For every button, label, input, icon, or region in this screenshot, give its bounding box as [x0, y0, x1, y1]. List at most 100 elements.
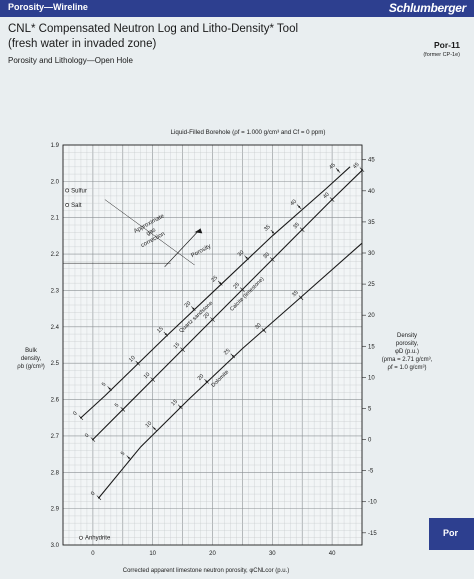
x-tick-label: 0	[91, 551, 95, 557]
left-axis-label-line: Bulk	[25, 348, 38, 354]
right-axis-label-line: ρf = 1.0 g/cm³)	[388, 365, 427, 371]
x-tick-label: 20	[209, 551, 216, 557]
left-axis-label-line: density,	[21, 356, 42, 362]
data-point	[136, 362, 139, 365]
chart-former-id: (former CP-1e)	[423, 52, 460, 58]
porosity-scale-label: 10	[145, 421, 154, 430]
porosity-scale-label: 10	[128, 355, 137, 364]
data-point	[298, 205, 301, 208]
chart-grid	[62, 144, 363, 546]
chart-id: Por-11	[434, 40, 460, 50]
porosity-scale-label: 15	[156, 326, 165, 335]
right-tick-label: 20	[368, 313, 375, 319]
x-tick-label: 40	[329, 551, 336, 557]
right-tick-label: 40	[368, 189, 375, 195]
porosity-scale-label: 0	[84, 433, 90, 439]
data-point	[211, 318, 214, 321]
data-point	[151, 378, 154, 381]
porosity-scale-label: 0	[72, 411, 78, 417]
header-bar: Porosity—Wireline Schlumberger	[0, 0, 474, 17]
porosity-scale-label: 10	[143, 372, 152, 381]
right-tick-label: 10	[368, 375, 375, 381]
porosity-scale-label: 15	[173, 342, 182, 351]
chart-axes: 1.9 2.0 2.1 2.2 2.3 2.4 2.5 2.6 2.7 2.8 2.9 3.0 0 10 2…	[51, 143, 378, 557]
y-tick-label: 2.1	[51, 216, 60, 222]
porosity-arrow	[164, 228, 201, 268]
porosity-scale-label: 20	[203, 312, 212, 321]
data-point	[192, 307, 195, 310]
page-subtitle: Porosity and Lithology—Open Hole	[8, 56, 133, 65]
y-tick-label: 1.9	[51, 143, 60, 149]
page-title: CNL* Compensated Neutron Log and Litho-D…	[8, 23, 299, 35]
porosity-scale-label: 35	[263, 224, 272, 233]
y-tick-label: 2.5	[51, 361, 60, 367]
section-tab-label: Por	[443, 528, 459, 538]
right-axis-label-line: Density	[397, 333, 417, 339]
y-tick-label: 2.4	[51, 325, 60, 331]
gas-correction-label: gas	[146, 227, 157, 237]
data-point	[181, 348, 184, 351]
left-axis-label-line: ρb (g/cm³)	[17, 364, 44, 370]
porosity-scale-label: 25	[232, 282, 241, 291]
right-tick-label: -5	[368, 469, 374, 475]
data-point	[179, 405, 182, 408]
porosity-scale-label: 5	[101, 382, 107, 388]
data-point	[271, 231, 274, 234]
data-point	[164, 333, 167, 335]
chart-title: Liquid-Filled Borehole (ρf = 1.000 g/cm³…	[171, 129, 326, 136]
mineral-label: Sulfur	[71, 188, 87, 194]
y-tick-label: 2.8	[51, 470, 60, 476]
data-point	[153, 427, 156, 430]
porosity-scale-label: 45	[328, 162, 337, 171]
porosity-scale-label: 20	[197, 373, 206, 382]
x-tick-label: 30	[269, 551, 276, 557]
series-line	[80, 166, 351, 419]
data-point	[108, 387, 111, 390]
right-tick-label: 45	[368, 158, 375, 164]
data-point	[80, 416, 82, 419]
porosity-scale-label: 40	[322, 192, 331, 201]
porosity-scale-label: 30	[237, 250, 246, 259]
right-tick-label: -15	[368, 531, 377, 537]
mineral-point	[65, 188, 70, 193]
porosity-scale-label: 35	[291, 290, 300, 299]
right-tick-label: 30	[368, 251, 375, 257]
data-point	[241, 288, 244, 291]
series-line	[98, 242, 363, 499]
gas-correction-bracket	[104, 199, 195, 266]
y-tick-label: 2.7	[51, 434, 60, 440]
data-point	[127, 456, 130, 459]
porosity-scale-label: 20	[184, 301, 193, 310]
data-point	[205, 380, 208, 383]
porosity-scale-label: 40	[289, 199, 298, 208]
right-axis-label: Density porosity, φD (p.u.) (ρma = 2.71 g/c…	[382, 333, 433, 371]
porosity-scale-label: 15	[170, 399, 179, 408]
page-title-line-2: (fresh water in invaded zone)	[8, 38, 157, 50]
section-tag: Porosity—Wireline	[8, 2, 88, 12]
data-point	[300, 296, 302, 299]
data-point	[271, 258, 274, 261]
right-axis-label-line: porosity,	[396, 341, 419, 347]
right-tick-label: 35	[368, 220, 375, 226]
data-point	[337, 169, 339, 172]
data-point	[331, 198, 333, 201]
y-tick-label: 2.6	[51, 398, 60, 404]
data-point	[301, 228, 304, 231]
porosity-arrow-head	[194, 228, 203, 234]
right-axis-label-line: (ρma = 2.71 g/cm³,	[382, 357, 433, 363]
data-point	[263, 329, 265, 332]
data-point	[245, 256, 248, 259]
section-tab-por[interactable]: Por	[429, 518, 474, 550]
right-tick-label: 5	[368, 406, 372, 412]
data-point	[97, 496, 100, 499]
porosity-scale-label: 35	[292, 222, 301, 231]
x-axis-label: Corrected apparent limestone neutron por…	[123, 568, 290, 574]
porosity-scale-label: 5	[114, 403, 120, 409]
data-point	[231, 355, 234, 357]
brand-logo: Schlumberger	[388, 1, 466, 15]
right-tick-label: 25	[368, 282, 375, 288]
mineral-label: Anhydrite	[85, 536, 111, 542]
porosity-scale-label: 5	[120, 451, 126, 457]
mineral-point	[65, 203, 70, 207]
mineral-point	[79, 535, 83, 540]
